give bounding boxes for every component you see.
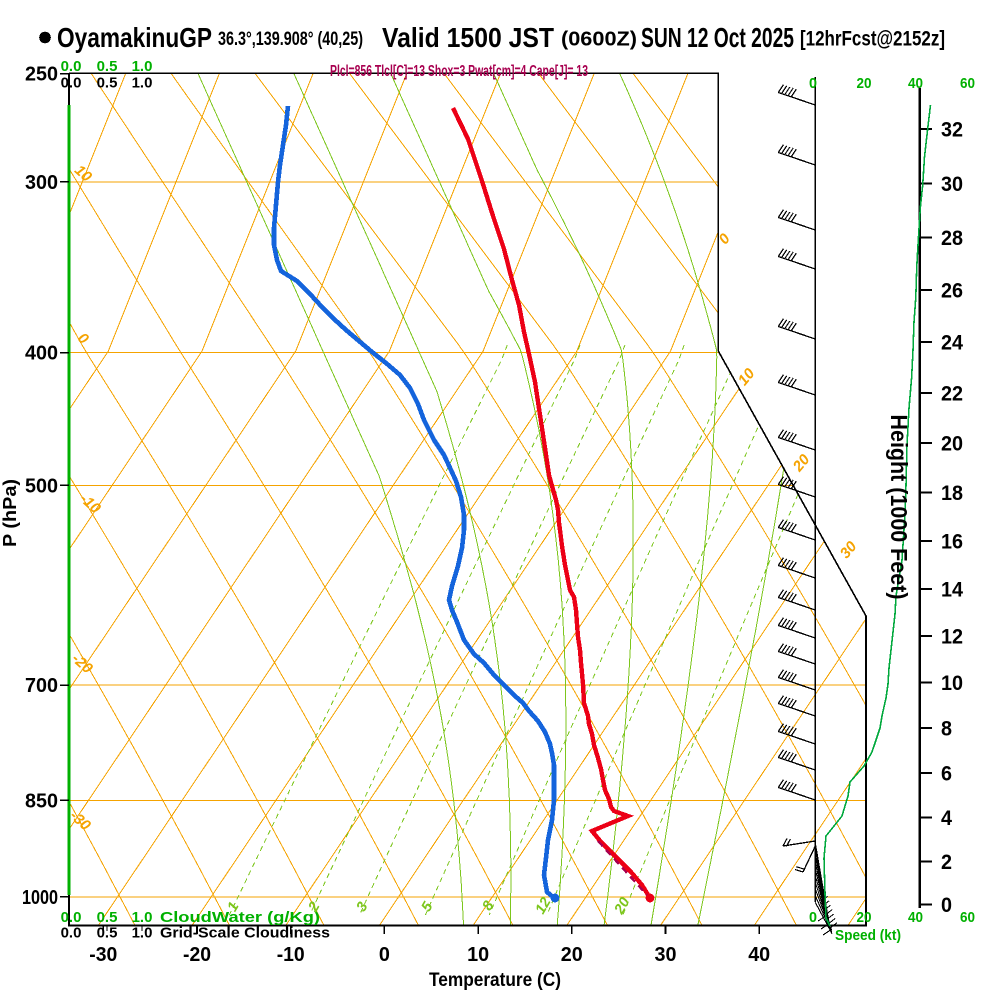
svg-text:0: 0 — [941, 894, 952, 917]
svg-text:P (hPa): P (hPa) — [0, 479, 20, 547]
svg-text:24: 24 — [941, 331, 963, 354]
svg-text:1000: 1000 — [22, 887, 58, 909]
svg-text:1.0: 1.0 — [132, 58, 153, 75]
svg-text:30: 30 — [941, 173, 963, 196]
svg-text:0.0: 0.0 — [61, 909, 82, 926]
svg-text:2: 2 — [941, 851, 952, 874]
svg-text:1.0: 1.0 — [132, 909, 153, 926]
svg-text:18: 18 — [941, 482, 963, 505]
svg-text:850: 850 — [25, 790, 58, 812]
svg-text:Valid 1500 JST: Valid 1500 JST — [382, 22, 554, 53]
svg-text:10: 10 — [941, 672, 963, 695]
svg-text:-30: -30 — [89, 944, 117, 966]
svg-text:700: 700 — [25, 675, 58, 697]
svg-text:30: 30 — [655, 944, 677, 966]
svg-text:20: 20 — [561, 944, 583, 966]
svg-text:OyamakinuGP: OyamakinuGP — [57, 22, 212, 53]
svg-text:26: 26 — [941, 280, 963, 303]
svg-text:Height (1000 Feet): Height (1000 Feet) — [886, 415, 912, 600]
svg-text:300: 300 — [25, 172, 58, 194]
svg-text:28: 28 — [941, 227, 963, 250]
svg-text:12: 12 — [533, 895, 555, 917]
svg-text:40: 40 — [908, 909, 923, 926]
svg-text:0: 0 — [809, 909, 817, 926]
svg-text:Plcl=856 Tlcl[C]=13 Shox=3 Pwa: Plcl=856 Tlcl[C]=13 Shox=3 Pwat[cm]=4 Ca… — [330, 63, 588, 80]
svg-text:60: 60 — [960, 75, 975, 92]
svg-text:(0600Z): (0600Z) — [561, 29, 637, 51]
svg-text:1.0: 1.0 — [132, 925, 153, 942]
svg-text:SUN 12 Oct 2025: SUN 12 Oct 2025 — [641, 22, 794, 53]
svg-text:20: 20 — [857, 909, 872, 926]
svg-text:400: 400 — [25, 343, 58, 365]
svg-text:0.5: 0.5 — [97, 75, 118, 92]
svg-text:40: 40 — [908, 75, 923, 92]
svg-text:6: 6 — [941, 763, 952, 786]
svg-text:0.5: 0.5 — [97, 58, 118, 75]
svg-text:22: 22 — [941, 382, 963, 405]
svg-text:1.0: 1.0 — [132, 75, 153, 92]
svg-text:4: 4 — [941, 807, 952, 830]
svg-text:36.3°,139.908° (40,25): 36.3°,139.908° (40,25) — [218, 29, 363, 50]
svg-text:0.5: 0.5 — [97, 909, 118, 926]
svg-text:20: 20 — [611, 895, 633, 918]
svg-text:16: 16 — [941, 530, 963, 553]
svg-text:Temperature (C): Temperature (C) — [429, 970, 561, 991]
svg-text:250: 250 — [25, 64, 58, 86]
svg-text:20: 20 — [941, 433, 963, 456]
svg-text:0: 0 — [379, 944, 390, 966]
svg-text:CloudWater (g/Kg): CloudWater (g/Kg) — [160, 909, 320, 926]
svg-text:8: 8 — [941, 718, 952, 741]
svg-text:-20: -20 — [183, 944, 211, 966]
svg-text:0.0: 0.0 — [61, 925, 82, 942]
svg-text:0.5: 0.5 — [97, 925, 118, 942]
svg-text:10: 10 — [467, 944, 489, 966]
svg-text:Grid-Scale Cloudiness: Grid-Scale Cloudiness — [160, 925, 330, 942]
svg-text:20: 20 — [857, 75, 872, 92]
svg-text:-10: -10 — [277, 944, 305, 966]
svg-text:Speed (kt): Speed (kt) — [835, 927, 901, 944]
svg-text:0: 0 — [809, 75, 817, 92]
svg-text:500: 500 — [25, 475, 58, 497]
svg-text:[12hrFcst@2152z]: [12hrFcst@2152z] — [800, 28, 945, 51]
svg-text:32: 32 — [941, 119, 963, 142]
svg-text:0.0: 0.0 — [61, 58, 82, 75]
svg-text:12: 12 — [941, 625, 963, 648]
svg-text:0.0: 0.0 — [61, 75, 82, 92]
svg-text:14: 14 — [941, 578, 963, 601]
svg-text:40: 40 — [748, 944, 770, 966]
svg-text:60: 60 — [960, 909, 975, 926]
